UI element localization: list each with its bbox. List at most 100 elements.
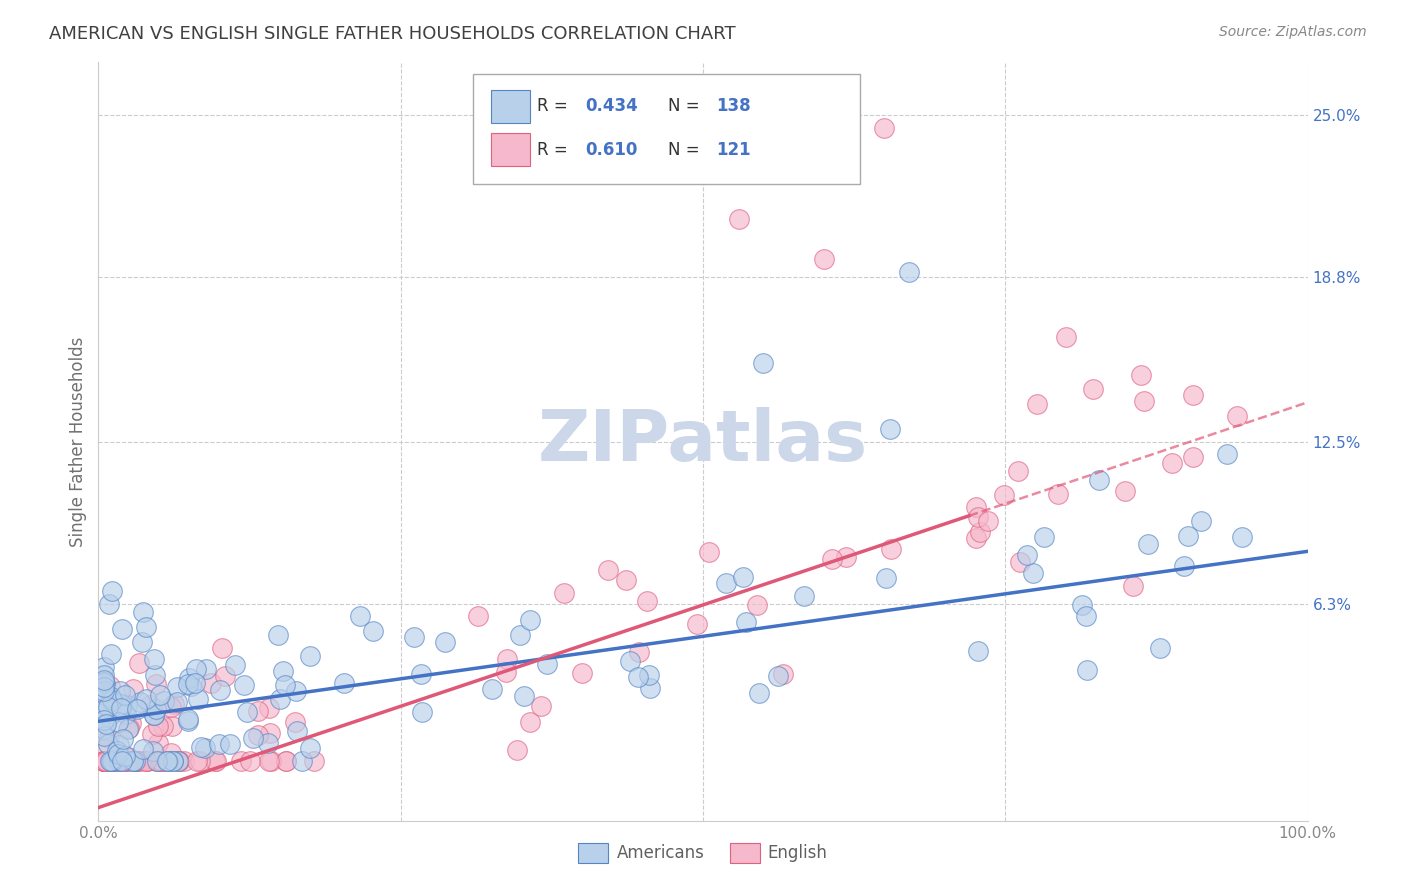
Point — [1189, 515, 1212, 529]
Point — [239, 754, 262, 768]
Point — [93, 674, 115, 689]
Point — [143, 708, 166, 723]
Point — [519, 613, 541, 627]
Point — [1076, 609, 1098, 624]
Point — [219, 737, 242, 751]
Point — [434, 635, 457, 649]
Point — [772, 667, 794, 681]
Point — [186, 662, 208, 676]
Point — [274, 754, 297, 768]
Point — [114, 754, 136, 768]
Point — [247, 728, 270, 742]
Point — [232, 677, 254, 691]
Point — [114, 688, 136, 702]
Point — [110, 698, 132, 713]
Point — [409, 666, 432, 681]
Text: ZIPatlas: ZIPatlas — [538, 407, 868, 476]
Point — [107, 747, 129, 761]
Point — [734, 615, 756, 629]
Point — [121, 681, 143, 696]
Point — [108, 738, 131, 752]
Point — [132, 741, 155, 756]
Point — [128, 694, 150, 708]
Point — [136, 754, 159, 768]
Point — [1181, 388, 1204, 402]
Point — [177, 714, 200, 728]
Point — [132, 605, 155, 619]
Point — [298, 740, 321, 755]
Point — [94, 754, 117, 768]
Point — [1007, 464, 1029, 478]
Point — [271, 664, 294, 678]
Point — [269, 692, 291, 706]
Point — [111, 622, 134, 636]
Point — [467, 608, 489, 623]
Point — [93, 723, 115, 737]
Point — [291, 754, 314, 768]
Point — [118, 721, 141, 735]
Point — [152, 719, 174, 733]
Point — [714, 576, 737, 591]
Point — [124, 754, 146, 768]
Point — [177, 671, 200, 685]
Point — [1133, 393, 1156, 408]
Point — [813, 252, 835, 266]
Point — [299, 649, 322, 664]
Point — [159, 746, 181, 760]
Point — [180, 679, 202, 693]
Point — [110, 698, 132, 712]
Point — [156, 754, 179, 768]
Point — [149, 754, 172, 768]
Point — [285, 683, 308, 698]
Point — [733, 570, 755, 584]
Point — [93, 673, 115, 687]
Text: 0.610: 0.610 — [586, 141, 638, 159]
Text: 138: 138 — [716, 97, 751, 115]
Point — [143, 668, 166, 682]
Point — [159, 699, 181, 714]
Point — [697, 545, 720, 559]
Point — [879, 422, 901, 436]
FancyBboxPatch shape — [492, 90, 530, 123]
Point — [1022, 566, 1045, 581]
Point — [117, 754, 139, 768]
Point — [167, 754, 190, 768]
Point — [285, 723, 308, 738]
Point — [361, 624, 384, 639]
Point — [284, 715, 307, 730]
Point — [97, 731, 120, 745]
Point — [127, 754, 149, 768]
Point — [184, 676, 207, 690]
Point — [135, 754, 157, 768]
Point — [94, 754, 117, 768]
Point — [1226, 409, 1249, 424]
Point — [115, 698, 138, 713]
Point — [166, 681, 188, 695]
Point — [104, 750, 127, 764]
Point — [260, 754, 283, 768]
Point — [167, 754, 190, 768]
Point — [117, 750, 139, 764]
Point — [638, 667, 661, 681]
Text: AMERICAN VS ENGLISH SINGLE FATHER HOUSEHOLDS CORRELATION CHART: AMERICAN VS ENGLISH SINGLE FATHER HOUSEH… — [49, 25, 735, 43]
Point — [93, 754, 115, 768]
Point — [966, 510, 988, 524]
Text: R =: R = — [537, 141, 574, 159]
Point — [101, 754, 124, 768]
Point — [636, 593, 658, 607]
Point — [596, 564, 619, 578]
Point — [97, 710, 120, 724]
Text: 121: 121 — [716, 141, 751, 159]
Point — [187, 691, 209, 706]
Point — [166, 695, 188, 709]
Point — [967, 644, 990, 658]
Point — [411, 705, 433, 719]
Point — [276, 754, 298, 768]
Point — [204, 754, 226, 768]
Point — [195, 662, 218, 676]
Point — [194, 741, 217, 756]
Point — [146, 735, 169, 749]
Point — [93, 754, 115, 768]
Point — [98, 679, 121, 693]
Point — [110, 701, 132, 715]
